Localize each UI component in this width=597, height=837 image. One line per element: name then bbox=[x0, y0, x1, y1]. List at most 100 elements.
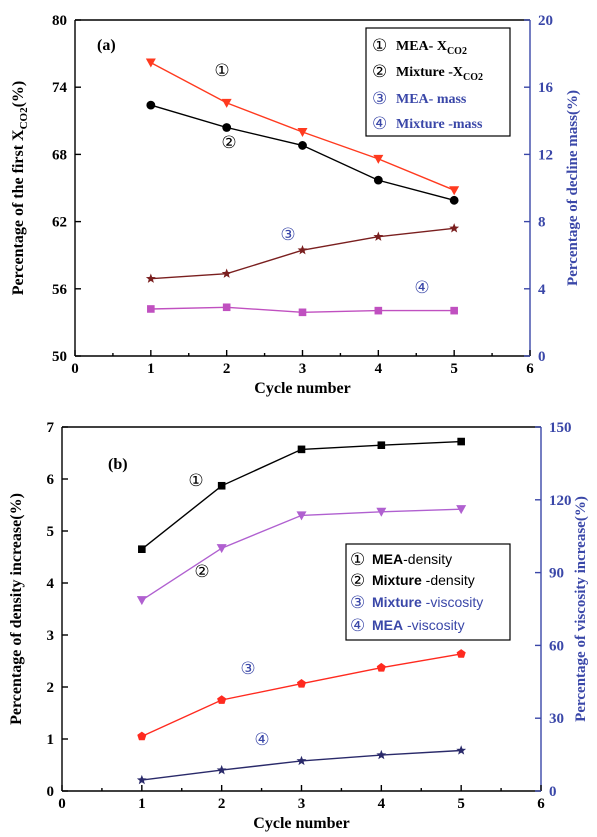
x-axis-title: Cycle number bbox=[253, 815, 349, 832]
series-4: ④ bbox=[136, 730, 467, 785]
y-axis-title: Percentage of the first XCO2(%) bbox=[10, 81, 30, 296]
x-tick-label: 4 bbox=[378, 796, 386, 812]
data-point bbox=[217, 695, 227, 704]
series-1: ① bbox=[145, 58, 460, 196]
y-tick-label: 50 bbox=[52, 349, 67, 365]
y2-tick-label: 8 bbox=[538, 215, 546, 231]
series-line bbox=[150, 227, 455, 280]
data-point bbox=[373, 154, 384, 164]
data-point bbox=[449, 186, 460, 196]
series-3: ③ bbox=[137, 649, 466, 741]
data-point bbox=[221, 98, 232, 108]
y-tick-label: 4 bbox=[47, 576, 55, 592]
x-axis-title: Cycle number bbox=[254, 380, 350, 397]
x-tick-label: 6 bbox=[526, 361, 534, 377]
y2-tick-label: 12 bbox=[538, 147, 553, 163]
data-point bbox=[138, 545, 146, 553]
series-callout-label: ① bbox=[188, 471, 203, 491]
legend-entry: Mixture -viscosity bbox=[372, 594, 483, 610]
y-tick-label: 7 bbox=[47, 420, 55, 436]
y-tick-label: 5 bbox=[47, 524, 55, 540]
data-point bbox=[456, 745, 467, 755]
y2-tick-label: 150 bbox=[549, 420, 572, 436]
legend-entry: MEA- mass bbox=[396, 92, 467, 107]
data-point bbox=[450, 306, 458, 315]
y2-tick-label: 4 bbox=[538, 282, 546, 298]
legend-marker-label: ② bbox=[372, 62, 387, 82]
legend-marker-label: ③ bbox=[372, 89, 387, 109]
data-point bbox=[296, 511, 307, 521]
data-point bbox=[373, 175, 383, 185]
data-point bbox=[222, 303, 231, 312]
data-point bbox=[136, 774, 147, 785]
series-line bbox=[141, 653, 462, 738]
data-point bbox=[136, 596, 147, 606]
legend-marker-label: ③ bbox=[350, 593, 365, 613]
series-callout-label: ③ bbox=[240, 659, 255, 679]
x-tick-label: 1 bbox=[138, 796, 146, 812]
y2-tick-label: 60 bbox=[549, 638, 564, 654]
series-4: ④ bbox=[147, 278, 458, 317]
series-line bbox=[141, 440, 462, 550]
data-point bbox=[297, 128, 308, 137]
y2-tick-label: 0 bbox=[538, 349, 546, 365]
data-point bbox=[373, 231, 384, 241]
series-2: ② bbox=[136, 505, 467, 606]
data-point bbox=[296, 755, 307, 766]
data-point bbox=[298, 141, 307, 150]
data-point bbox=[147, 305, 155, 313]
panel-label: (b) bbox=[108, 456, 128, 473]
legend-box bbox=[365, 27, 511, 137]
y2-axis-title: Percentage of decline mass(%) bbox=[565, 90, 581, 286]
legend-entry: MEA- XCO2 bbox=[396, 39, 467, 57]
data-point bbox=[222, 123, 232, 132]
y-tick-label: 0 bbox=[47, 784, 55, 800]
x-tick-label: 4 bbox=[375, 361, 383, 377]
legend-marker-label: ④ bbox=[372, 114, 387, 134]
y-tick-label: 62 bbox=[52, 215, 67, 231]
legend-entry: MEA-density bbox=[372, 551, 452, 567]
y2-tick-label: 90 bbox=[549, 566, 564, 582]
data-point bbox=[137, 731, 147, 741]
series-callout-label: ② bbox=[221, 133, 236, 153]
panel-label: (a) bbox=[97, 37, 116, 54]
data-point bbox=[456, 505, 467, 515]
legend-entry: Mixture -density bbox=[372, 572, 475, 588]
y-tick-label: 74 bbox=[52, 80, 68, 96]
data-point bbox=[221, 268, 232, 278]
data-point bbox=[457, 437, 465, 446]
x-tick-label: 2 bbox=[223, 361, 231, 377]
y2-axis-title: Percentage of viscosity increase(%) bbox=[573, 496, 589, 722]
data-point bbox=[297, 244, 308, 255]
data-point bbox=[456, 649, 466, 658]
series-callout-label: ④ bbox=[414, 278, 429, 298]
legend-marker-label: ② bbox=[350, 571, 365, 591]
legend: ① MEA-density ② Mixture -density ③ Mixture -v… bbox=[345, 543, 511, 641]
legend-marker-label: ① bbox=[350, 550, 365, 570]
series-callout-label: ① bbox=[214, 61, 229, 81]
legend-marker-label: ④ bbox=[350, 616, 365, 636]
series-callout-label: ③ bbox=[280, 225, 295, 245]
y-tick-label: 80 bbox=[52, 13, 67, 29]
legend-entry: Mixture -XCO2 bbox=[396, 65, 483, 83]
series-3: ③ bbox=[145, 223, 460, 283]
y2-tick-label: 30 bbox=[549, 711, 564, 727]
legend-marker-label: ① bbox=[372, 36, 387, 56]
data-point bbox=[449, 223, 460, 233]
data-point bbox=[449, 195, 459, 205]
y-tick-label: 6 bbox=[47, 472, 55, 488]
y-tick-label: 3 bbox=[47, 628, 55, 644]
data-point bbox=[146, 100, 156, 110]
series-line bbox=[141, 749, 462, 781]
data-point bbox=[297, 445, 306, 454]
y-axis-title: Percentage of density increase(%) bbox=[8, 493, 25, 725]
data-point bbox=[216, 544, 227, 554]
series-2: ② bbox=[146, 100, 459, 205]
x-tick-label: 3 bbox=[299, 361, 307, 377]
x-tick-label: 1 bbox=[147, 361, 155, 377]
x-tick-label: 3 bbox=[298, 796, 306, 812]
legend-box bbox=[345, 543, 511, 641]
y2-tick-label: 20 bbox=[538, 13, 553, 29]
x-tick-label: 0 bbox=[71, 361, 79, 377]
